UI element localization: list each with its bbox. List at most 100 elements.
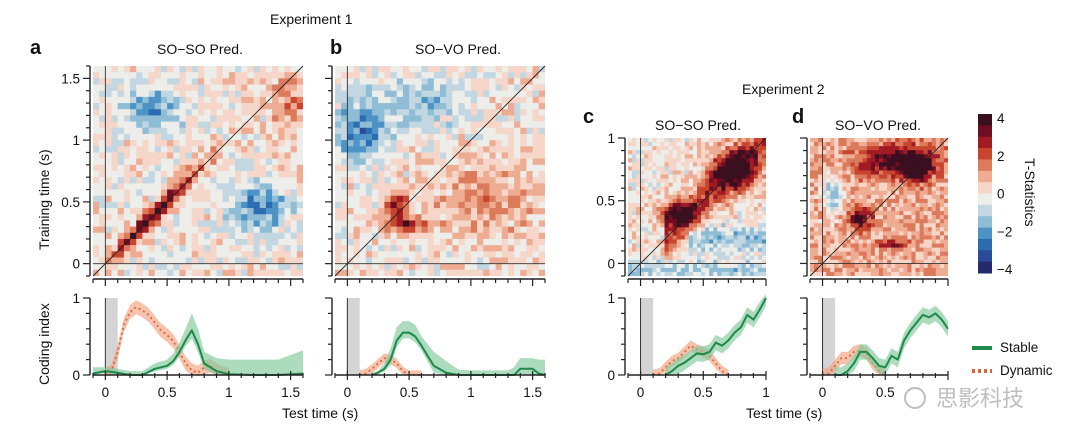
heatmap-cell (520, 158, 528, 166)
heatmap-cell (640, 166, 645, 172)
heatmap-cell (130, 201, 137, 209)
heatmap-cell (899, 154, 904, 159)
heatmap-cell (899, 231, 904, 237)
heatmap-cell (216, 127, 224, 135)
heatmap-cell (483, 238, 491, 246)
heatmap-cell (532, 146, 540, 154)
heatmap-cell (353, 171, 361, 178)
heatmap-cell (870, 150, 876, 155)
heatmap-cell (684, 239, 690, 245)
heatmap-cell (520, 96, 528, 104)
heatmap-cell (664, 194, 670, 200)
heatmap-cell (826, 170, 831, 176)
heatmap-cell (204, 84, 211, 92)
heatmap-cell (895, 215, 900, 220)
heatmap-cell (253, 183, 261, 191)
heatmap-cell (652, 215, 658, 220)
heatmap-cell (507, 103, 515, 110)
heatmap-cell (664, 263, 670, 269)
heatmap-cell (854, 146, 860, 151)
heatmap-cell (652, 186, 658, 192)
heatmap-cell (359, 164, 367, 172)
heatmap-cell (160, 152, 168, 160)
heatmap-cell (874, 174, 880, 180)
heatmap-cell (713, 178, 718, 184)
heatmap-cell (259, 146, 267, 154)
heatmap-cell (810, 166, 815, 172)
heatmap-cell (532, 66, 540, 73)
heatmap-cell (409, 220, 416, 228)
heatmap-cell (452, 72, 460, 79)
heatmap-cell (818, 211, 823, 216)
heatmap-cell (903, 247, 909, 253)
heatmap-cell (895, 166, 900, 172)
heatmap-cell (818, 243, 823, 249)
heatmap-cell (640, 239, 645, 245)
heatmap-cell (409, 127, 416, 135)
heatmap-cell (272, 96, 279, 104)
heatmap-cell (680, 150, 686, 155)
heatmap-cell (757, 202, 763, 208)
heatmap-cell (891, 251, 896, 257)
heatmap-cell (757, 162, 763, 168)
heatmap-cell (697, 182, 702, 188)
heatmap-cell (903, 146, 909, 151)
heatmap-cell (697, 239, 702, 245)
heatmap-cell (421, 201, 429, 209)
heatmap-cell (652, 223, 658, 228)
heatmap-cell (278, 140, 286, 147)
heatmap-cell (259, 232, 267, 240)
heatmap-cell (464, 146, 472, 154)
heatmap-cell (259, 109, 267, 117)
heatmap-cell (644, 166, 649, 172)
heatmap-cell (390, 72, 398, 79)
heatmap-cell (680, 271, 686, 276)
heatmap-cell (899, 223, 904, 228)
heatmap-cell (733, 150, 739, 155)
heatmap-cell (850, 271, 856, 276)
heatmap-cell (365, 251, 373, 259)
heatmap-cell (396, 127, 404, 135)
heatmap-cell (191, 201, 199, 209)
heatmap-cell (668, 138, 674, 143)
heatmap-cell (931, 162, 937, 168)
heatmap-cell (296, 109, 303, 117)
heatmap-cell (507, 72, 515, 79)
heatmap-cell (688, 158, 694, 163)
heatmap-cell (235, 66, 242, 73)
heatmap-cell (725, 219, 731, 224)
heatmap-cell (253, 140, 261, 147)
heatmap-cell (353, 269, 361, 276)
heatmap-cell (191, 84, 199, 92)
heatmap-cell (628, 215, 633, 220)
heatmap-cell (265, 72, 273, 79)
heatmap-cell (495, 121, 503, 129)
heatmap-cell (810, 263, 815, 269)
heatmap-cell (943, 207, 948, 212)
heatmap-cell (931, 190, 937, 196)
heatmap-cell (737, 251, 743, 257)
heatmap-cell (440, 238, 447, 246)
heatmap-cell (903, 138, 909, 143)
heatmap-cell (433, 140, 441, 147)
heatmap-cell (216, 84, 224, 92)
heatmap-cell (372, 96, 379, 104)
heatmap-cell (850, 235, 856, 241)
heatmap-cell (717, 215, 722, 220)
heatmap-cell (883, 146, 888, 151)
heatmap-cell (402, 177, 410, 184)
heatmap-cell (372, 66, 379, 73)
heatmap-cell (402, 226, 410, 234)
heatmap-cell (372, 226, 379, 234)
heatmap-cell (415, 177, 423, 184)
heatmap-cell (372, 78, 379, 86)
heatmap-cell (862, 138, 868, 143)
heatmap-cell (729, 190, 735, 196)
heatmap-cell (713, 154, 718, 159)
heatmap-cell (709, 182, 714, 188)
heatmap-cell (148, 201, 156, 209)
heatmap-cell (160, 251, 168, 259)
heatmap-cell (427, 152, 435, 160)
heatmap-cell (489, 226, 497, 234)
heatmap-cell (452, 115, 460, 123)
